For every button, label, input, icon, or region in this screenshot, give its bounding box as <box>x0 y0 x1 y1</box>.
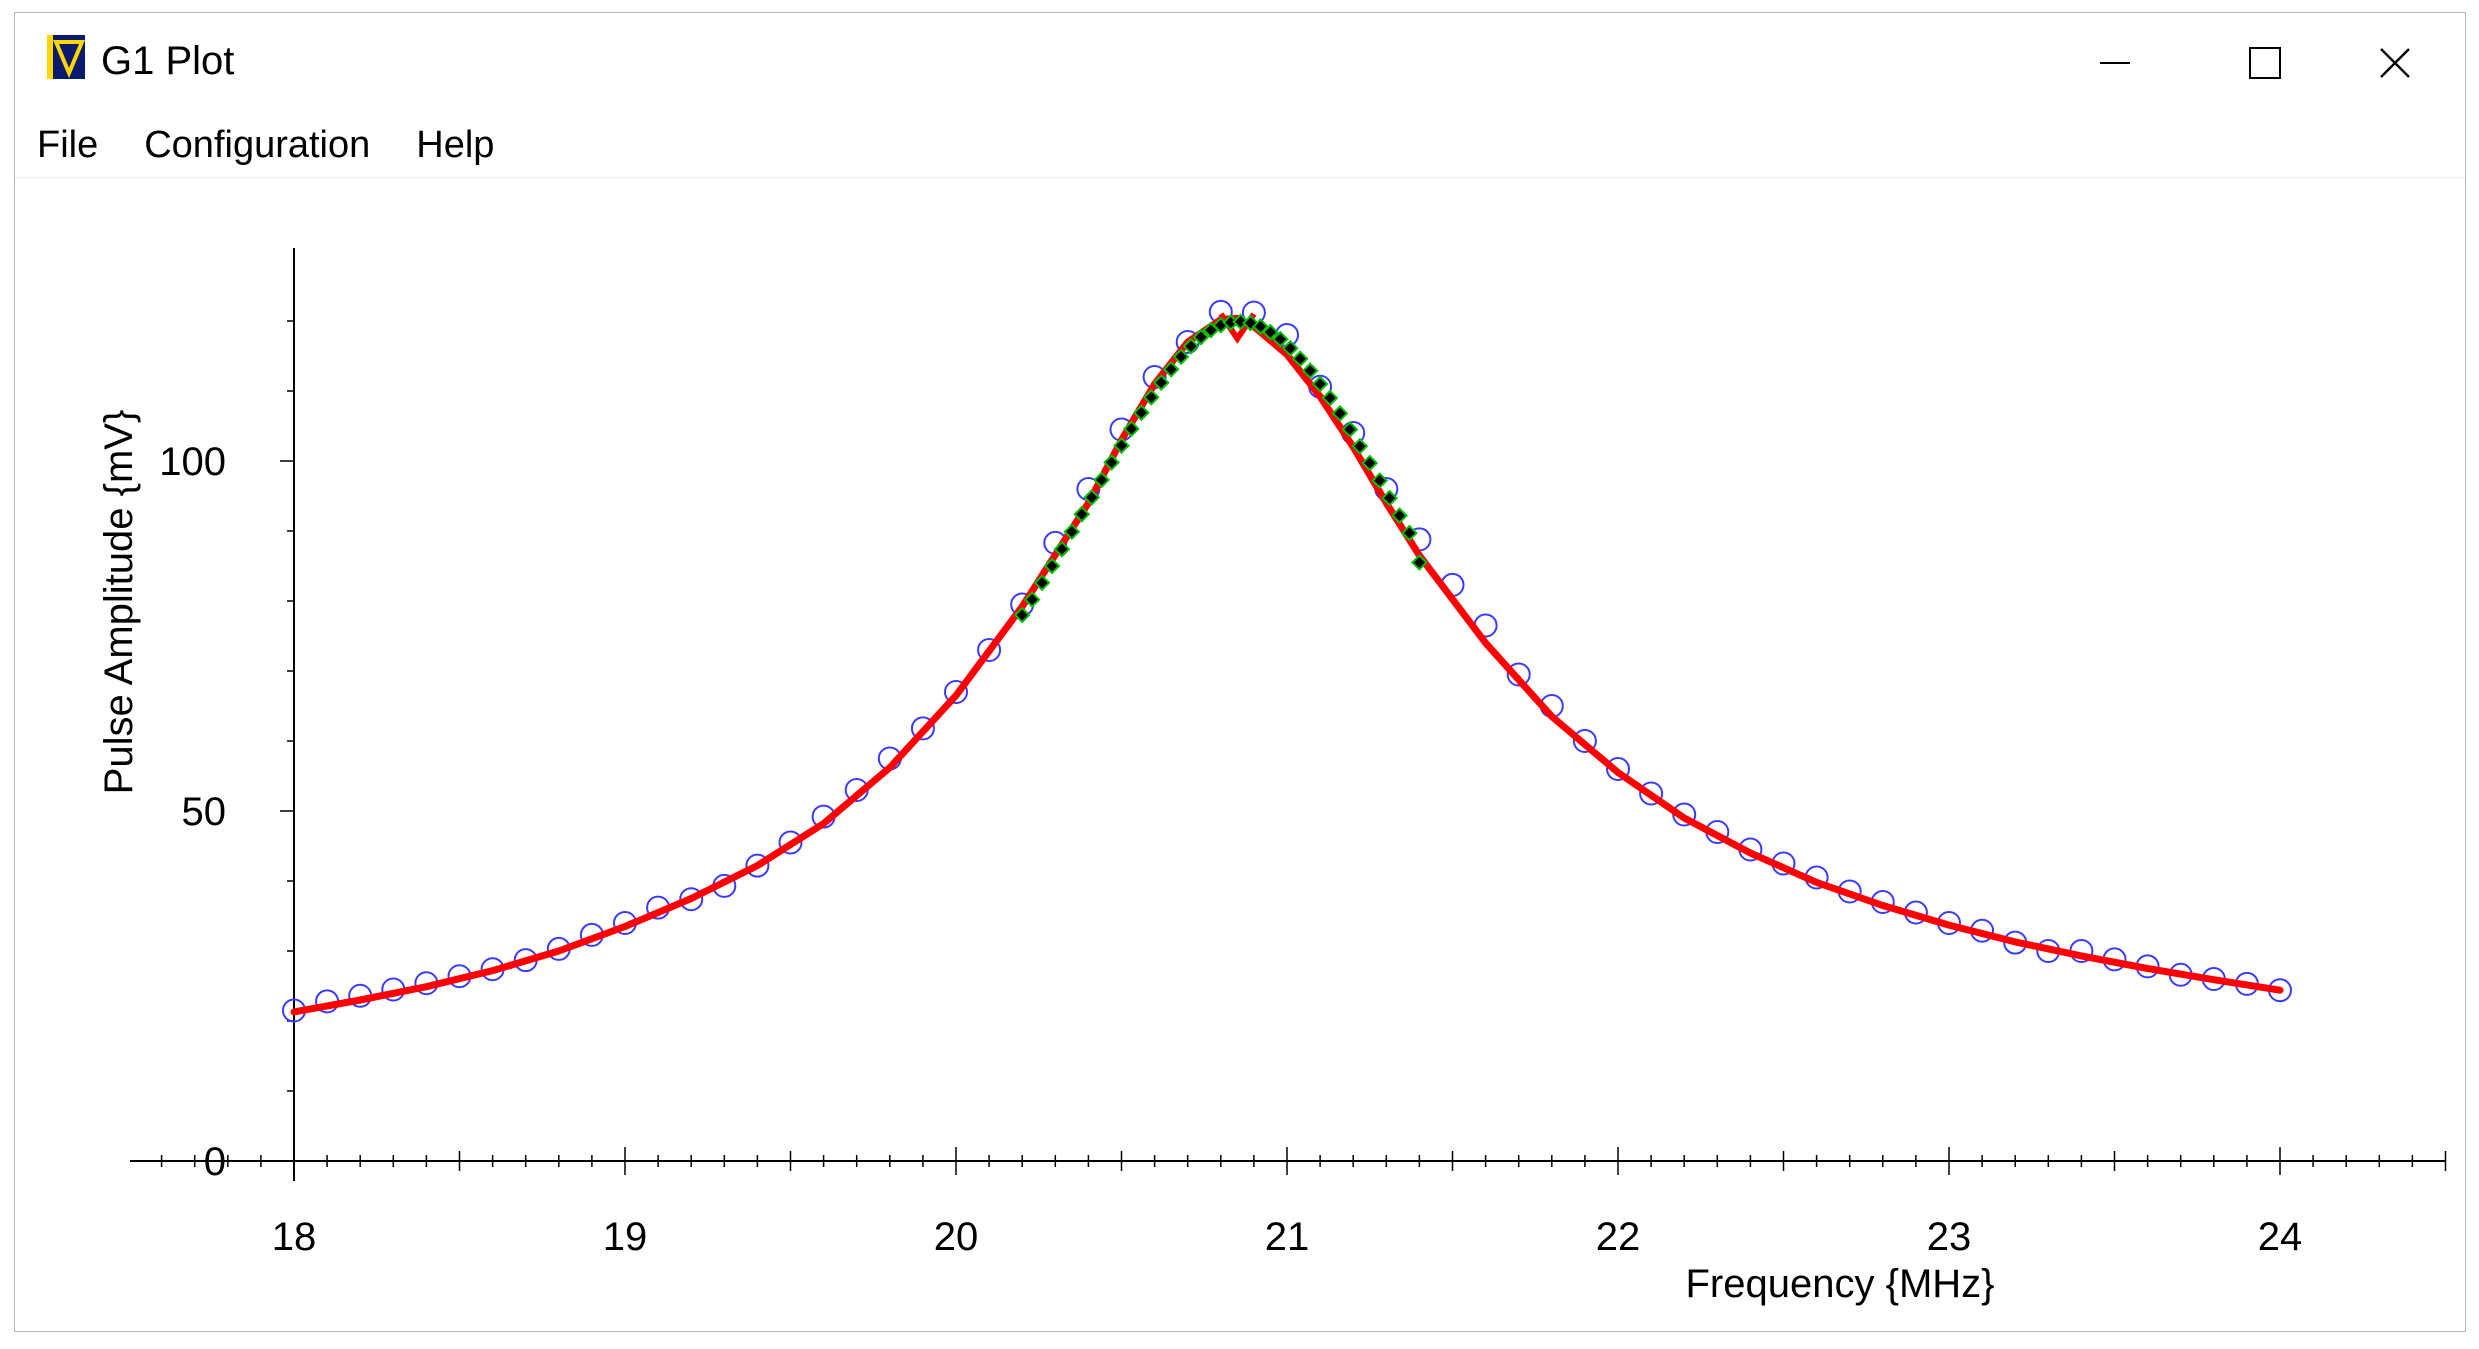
x-tick-label: 20 <box>934 1215 979 1259</box>
peak-fit-point <box>1291 350 1309 368</box>
peak-fit-point <box>1033 574 1051 592</box>
peak-fit-point <box>1232 313 1250 331</box>
peak-fit-point <box>1083 488 1101 506</box>
measured-point <box>977 638 1002 662</box>
y-axis-label: Pulse Amplitude {mV} <box>97 410 141 795</box>
peak-fit-point <box>1073 505 1091 523</box>
x-axis-label: Frequency {MHz} <box>1685 1262 1994 1306</box>
peak-fit-point <box>1271 330 1289 348</box>
fit-curve-series <box>290 312 2284 1016</box>
app-window: G1 Plot File Configuration Help <box>14 12 2466 1332</box>
peak-fit-point <box>1123 420 1140 438</box>
maximize-button[interactable] <box>2195 23 2335 103</box>
peak-fit-point <box>1192 328 1210 346</box>
y-tick-label: 100 <box>159 440 226 484</box>
peak-fit-point <box>1381 489 1399 507</box>
peak-fit-point <box>1262 323 1279 341</box>
y-tick-label: 0 <box>204 1140 226 1184</box>
measured-point <box>944 680 968 704</box>
fit-curve-line <box>290 314 2284 1016</box>
peak-fit-point <box>1410 554 1428 571</box>
close-icon <box>2380 48 2410 78</box>
peak-fit-point <box>1023 591 1041 609</box>
peak-fit-point <box>1331 404 1349 422</box>
menu-bar: File Configuration Help <box>15 113 2465 178</box>
minimize-icon <box>2100 62 2130 64</box>
x-tick-label: 24 <box>2258 1215 2303 1259</box>
measured-point <box>910 716 935 741</box>
measured-points-series <box>282 299 2292 1023</box>
measured-point <box>679 887 704 912</box>
x-tick-label: 19 <box>603 1215 648 1259</box>
title-bar[interactable]: G1 Plot <box>15 13 2465 113</box>
peak-fit-point <box>1113 437 1130 455</box>
measured-point <box>1639 781 1664 806</box>
peak-fit-point <box>1152 374 1170 392</box>
measured-point <box>778 830 803 855</box>
measured-point <box>745 853 770 878</box>
v-logo-icon <box>47 35 85 79</box>
x-tick-label: 23 <box>1927 1215 1972 1259</box>
peak-fit-point <box>1013 606 1031 624</box>
x-tick-label: 22 <box>1596 1215 1641 1259</box>
peak-fit-point <box>1351 437 1369 455</box>
x-tick-label: 21 <box>1265 1215 1310 1259</box>
peak-fit-point <box>1391 507 1408 525</box>
peak-fit-point <box>1182 337 1200 355</box>
close-button[interactable] <box>2325 23 2465 103</box>
peak-fit-point <box>1043 557 1061 575</box>
measured-point <box>1572 729 1597 753</box>
menu-file[interactable]: File <box>37 124 99 166</box>
menu-help[interactable]: Help <box>416 124 495 166</box>
measured-point <box>1506 662 1531 687</box>
peak-fit-point <box>1401 524 1418 542</box>
peak-fit-point <box>1063 523 1081 541</box>
peak-fit-point <box>1053 540 1071 558</box>
peak-fit-point <box>1252 318 1269 336</box>
peak-fit-point <box>1301 362 1319 380</box>
y-tick-label: 50 <box>182 790 227 834</box>
chart-axes: 18 19 20 21 22 23 24 0 50 100 <box>130 248 2447 1259</box>
peak-fit-point <box>1361 454 1379 472</box>
x-tick-label: 18 <box>272 1215 317 1259</box>
peak-fit-point <box>1172 348 1190 366</box>
peak-fit-point <box>1132 404 1150 422</box>
peak-fit-point <box>1321 389 1339 407</box>
peak-fit-point <box>1371 472 1389 490</box>
peak-fit-points-series <box>1013 313 1428 624</box>
peak-fit-point <box>1103 453 1120 471</box>
peak-fit-point <box>1142 388 1160 406</box>
peak-fit-point <box>1093 471 1111 489</box>
window-title: G1 Plot <box>101 39 235 83</box>
peak-fit-point <box>1311 375 1329 393</box>
peak-fit-point <box>1162 360 1180 378</box>
maximize-icon <box>2249 47 2281 79</box>
peak-fit-point <box>1281 339 1299 357</box>
menu-configuration[interactable]: Configuration <box>144 124 371 166</box>
measured-point <box>1606 757 1630 781</box>
minimize-button[interactable] <box>2045 23 2185 103</box>
peak-fit-point <box>1341 421 1359 438</box>
